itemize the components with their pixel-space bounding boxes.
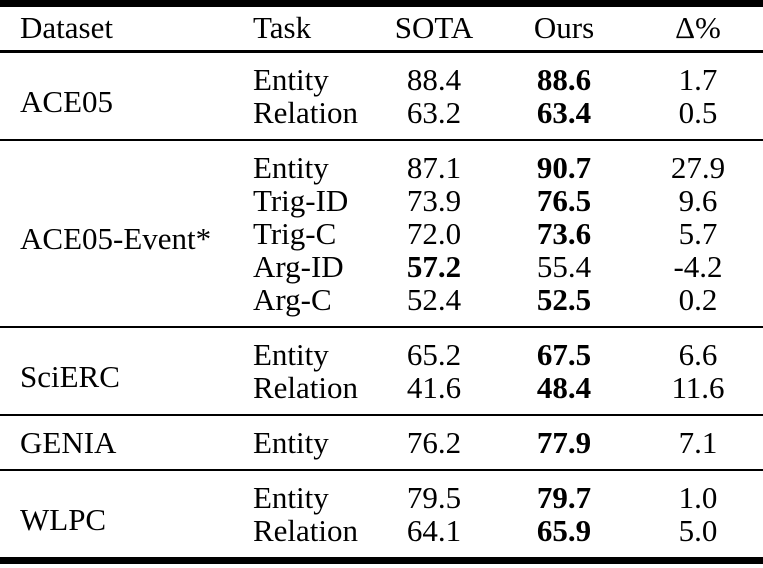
- ours-cell: 55.4: [536, 249, 592, 284]
- ours-cell: 77.9: [495, 414, 633, 470]
- table-body: ACE05 Entity 88.4 88.6 1.7 Relation 63.2 63.4 0.…: [0, 52, 763, 561]
- task-cell: Relation: [253, 370, 359, 405]
- delta-cell: 5.7: [678, 216, 718, 251]
- task-cell: Relation: [253, 95, 359, 130]
- table-row: GENIA Entity 76.2 77.9 7.1: [0, 414, 763, 470]
- delta-cell: 6.6: [633, 326, 763, 371]
- dataset-cell: SciERC: [0, 326, 253, 415]
- delta-cell: 0.5: [678, 95, 718, 130]
- delta-cell: 11.6: [671, 370, 725, 405]
- ours-cell: 90.7: [495, 139, 633, 184]
- ours-cell: 88.6: [536, 62, 592, 97]
- ours-cell: 76.5: [536, 183, 592, 218]
- table-row: Trig-ID 73.9 76.5 9.6: [0, 184, 763, 217]
- delta-cell: -4.2: [673, 249, 723, 284]
- table-row: ACE05 Entity 88.4 88.6 1.7: [0, 52, 763, 117]
- ours-cell: 65.9: [536, 513, 592, 548]
- sota-cell: 41.6: [406, 370, 462, 405]
- delta-cell: 1.7: [678, 62, 718, 97]
- header-row: Dataset Task SOTA Ours Δ%: [0, 3, 763, 53]
- table-row: ACE05-Event* Entity 87.1 90.7 27.9: [0, 139, 763, 327]
- table-row: Relation 41.6 48.4 11.6: [0, 371, 763, 415]
- table-row: Arg-C 52.4 52.5 0.2: [0, 283, 763, 327]
- header-delta: Δ%: [633, 3, 763, 53]
- task-cell: Trig-ID: [253, 183, 349, 218]
- table-row: Relation 63.2 63.4 0.5: [0, 96, 763, 140]
- delta-cell: 5.0: [678, 513, 718, 548]
- ours-cell: 52.5: [536, 282, 592, 317]
- sota-cell: 73.9: [406, 183, 462, 218]
- header-dataset: Dataset: [0, 3, 253, 53]
- task-cell: Arg-ID: [253, 249, 344, 284]
- task-cell: Trig-C: [253, 216, 337, 251]
- table-row: Trig-C 72.0 73.6 5.7: [0, 217, 763, 250]
- header-ours: Ours: [495, 3, 633, 53]
- sota-cell: 57.2: [406, 249, 462, 284]
- table-row: SciERC Entity 65.2 67.5 6.6: [0, 326, 763, 415]
- ours-cell: 67.5: [495, 326, 633, 371]
- ours-cell: 79.7: [495, 469, 633, 514]
- table-row: Arg-ID 57.2 55.4 -4.2: [0, 250, 763, 283]
- delta-cell: 0.2: [678, 282, 718, 317]
- delta-cell: 7.1: [633, 414, 763, 470]
- delta-cell: 9.6: [678, 183, 718, 218]
- sota-cell: 63.2: [406, 95, 462, 130]
- sota-cell: 76.2: [373, 414, 495, 470]
- task-cell: Entity: [253, 469, 373, 514]
- sota-cell: 72.0: [406, 216, 462, 251]
- task-cell: Arg-C: [253, 282, 332, 317]
- delta-cell: 1.0: [633, 469, 763, 514]
- task-cell: Entity: [253, 414, 373, 470]
- sota-cell: 64.1: [406, 513, 462, 548]
- sota-cell: 79.5: [373, 469, 495, 514]
- sota-cell: 65.2: [373, 326, 495, 371]
- task-cell: Relation: [253, 513, 359, 548]
- dataset-cell: WLPC: [0, 469, 253, 561]
- sota-cell: 88.4: [406, 62, 462, 97]
- sota-cell: 87.1: [373, 139, 495, 184]
- task-cell: Entity: [253, 326, 373, 371]
- dataset-cell: ACE05-Event*: [0, 139, 253, 327]
- sota-cell: 52.4: [406, 282, 462, 317]
- table-row: WLPC Entity 79.5 79.7 1.0: [0, 469, 763, 561]
- table-row: Relation 64.1 65.9 5.0: [0, 514, 763, 561]
- ours-cell: 73.6: [536, 216, 592, 251]
- task-cell: Entity: [253, 62, 329, 97]
- task-cell: Entity: [253, 139, 373, 184]
- dataset-cell: ACE05: [20, 83, 113, 119]
- ours-cell: 48.4: [536, 370, 592, 405]
- dataset-cell: GENIA: [0, 414, 253, 470]
- header-task: Task: [253, 3, 373, 53]
- header-sota: SOTA: [373, 3, 495, 53]
- ours-cell: 63.4: [536, 95, 592, 130]
- delta-cell: 27.9: [633, 139, 763, 184]
